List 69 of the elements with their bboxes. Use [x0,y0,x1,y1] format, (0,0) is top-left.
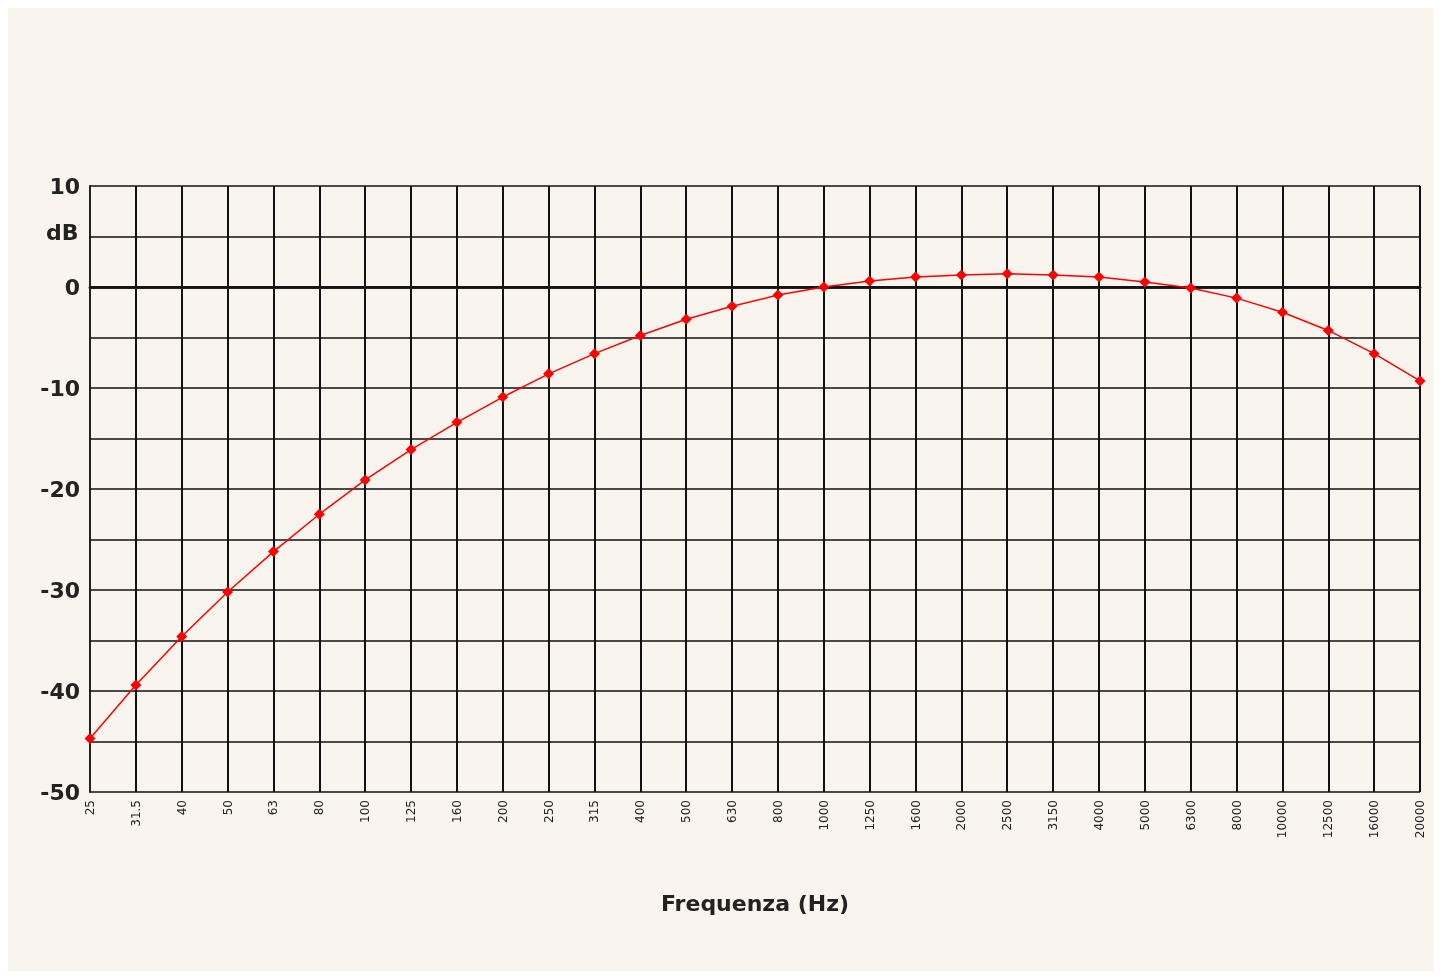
point [772,289,784,301]
point [1001,268,1013,280]
point [222,586,234,598]
point [497,391,509,403]
x-tick-label: 63 [266,800,281,816]
point [634,329,646,341]
y-tick-label: -20 [40,476,80,502]
x-tick-label: 12500 [1321,800,1336,839]
x-tick-label: 630 [725,800,740,823]
point [451,416,463,428]
point [818,281,830,293]
x-tick-label: 31.5 [128,800,143,827]
y-tick-label: -10 [40,375,80,401]
x-tick-label: 10000 [1275,800,1290,839]
x-tick-label: 2500 [1000,800,1015,831]
point [1276,306,1288,318]
point [405,444,417,456]
point [1231,292,1243,304]
x-tick-label: 1250 [862,800,877,831]
y-tick-label: -40 [40,678,80,704]
point [726,300,738,312]
x-tick-label: 315 [587,800,602,823]
x-tick-label: 80 [312,800,327,816]
x-tick-label: 100 [358,800,373,823]
point [955,269,967,281]
x-tick-label: 400 [633,800,648,823]
x-tick-label: 50 [220,800,235,816]
x-axis-title: Frequenza (Hz) [660,890,850,916]
point [910,271,922,283]
x-tick-label: 6300 [1183,800,1198,831]
y-tick-label: 0 [64,274,80,300]
x-tick-label: 16000 [1367,800,1382,839]
point [176,630,188,642]
point [1414,375,1426,387]
x-tick-label: 800 [770,800,785,823]
x-tick-label: 20000 [1413,800,1427,839]
x-tick-label: 200 [495,800,510,823]
x-tick-label: 250 [541,800,556,823]
x-tick-label: 25 [83,800,97,816]
y-tick-label: -30 [40,577,80,603]
y-tick-label: 10 [49,173,80,199]
point [1139,276,1151,288]
y-tick-label: -50 [40,779,80,805]
x-tick-label: 8000 [1229,800,1244,831]
x-tick-label: 160 [449,800,464,823]
point [84,732,96,744]
point [1093,271,1105,283]
point [588,348,600,360]
point [864,275,876,287]
point [267,546,279,558]
x-tick-label: 2000 [954,800,969,831]
point [543,368,555,380]
x-tick-label: 125 [404,800,419,823]
x-tick-label: 1000 [816,800,831,831]
point [1185,282,1197,294]
x-tick-label: 1600 [908,800,923,831]
x-tick-label: 5000 [1137,800,1152,831]
x-tick-label: 4000 [1091,800,1106,831]
point [1368,348,1380,360]
point [680,313,692,325]
point [1322,324,1334,336]
y-axis-title: dB [46,219,79,245]
point [313,508,325,520]
point [130,679,142,691]
x-tick-label: 500 [679,800,694,823]
x-tick-label: 40 [174,800,189,816]
x-tick-label: 3150 [1046,800,1061,831]
point [1047,269,1059,281]
point [359,474,371,486]
